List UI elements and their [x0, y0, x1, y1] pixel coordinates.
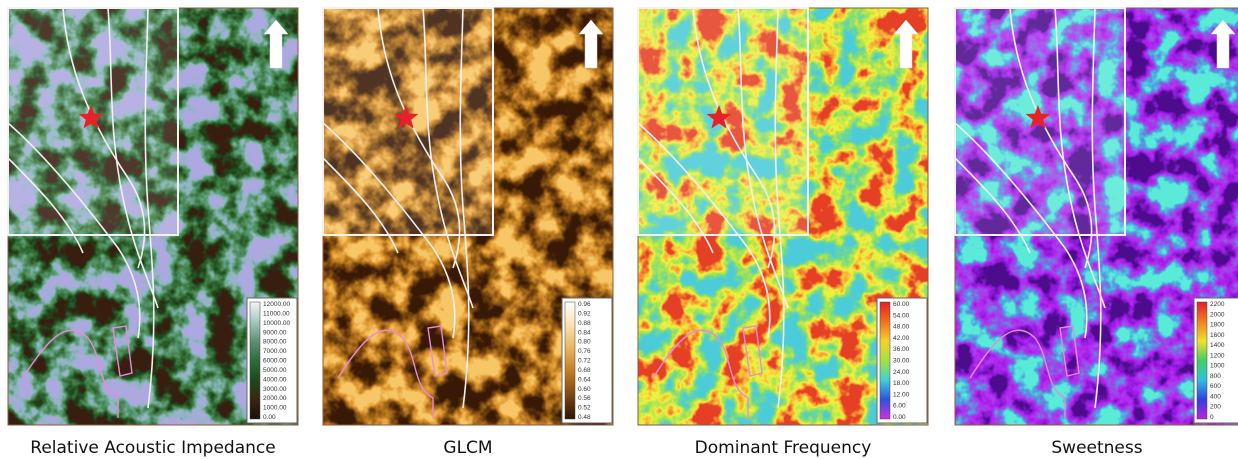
colorbar-label: 48.00	[893, 324, 910, 331]
colorbar-label: 0.00	[263, 414, 276, 421]
colorbar-label: 8000.00	[263, 339, 287, 346]
colorbar-label: 1200	[1210, 352, 1225, 359]
colorbar-label: 1600	[1210, 332, 1225, 339]
panel-caption: Dominant Frequency	[695, 438, 872, 458]
colorbar-label: 12000.00	[263, 301, 290, 308]
panel-caption: Relative Acoustic Impedance	[30, 438, 275, 458]
colorbar-label: 6000.00	[263, 358, 287, 365]
colorbar-label: 60.00	[893, 301, 910, 308]
colorbar-label: 0	[1210, 414, 1214, 421]
colorbar-label: 42.00	[893, 335, 910, 342]
colorbar-label: 4000.00	[263, 376, 287, 383]
colorbar-label: 0.00	[893, 414, 906, 421]
colorbar	[880, 302, 890, 419]
colorbar-label: 0.76	[578, 348, 591, 355]
colorbar-label: 0.64	[578, 376, 591, 383]
colorbar-label: 30.00	[893, 358, 910, 365]
colorbar-label: 7000.00	[263, 348, 287, 355]
colorbar-label: 3000.00	[263, 386, 287, 393]
colorbar	[250, 302, 260, 419]
colorbar-label: 0.92	[578, 310, 591, 317]
panel-caption: Sweetness	[1051, 438, 1142, 458]
colorbar-label: 0.80	[578, 339, 591, 346]
colorbar-label: 2000.00	[263, 395, 287, 402]
figure: 12000.0011000.0010000.009000.008000.0070…	[0, 0, 1238, 459]
colorbar-label: 0.56	[578, 395, 591, 402]
map-panel: 12000.00 11000.00 10000.00 9000.00 8000.00 70…	[8, 8, 298, 425]
map-panel: 0.96 0.92 0.88 0.84 0.80 0.76 0.72 0.68 0.64 0.60…	[323, 8, 613, 425]
map-panel: 2200200018001600140012001000800600400200…	[955, 8, 1238, 425]
colorbar-label: 18.00	[893, 380, 910, 387]
colorbar-label: 24.00	[893, 369, 910, 376]
panel-caption: GLCM	[443, 438, 492, 458]
colorbar-label: 0.72	[578, 358, 591, 365]
colorbar-label: 1800	[1210, 322, 1225, 329]
colorbar-label: 12.00	[893, 391, 910, 398]
colorbar-label: 1000.00	[263, 405, 287, 412]
map-panel: 60.00 54.00 48.00 42.00 36.00 30.00 24.00 18.00…	[638, 8, 928, 425]
colorbar-label: 2200	[1210, 301, 1225, 308]
colorbar	[565, 302, 575, 419]
colorbar-label: 0.68	[578, 367, 591, 374]
colorbar-label: 9000.00	[263, 329, 287, 336]
colorbar-label: 6.00	[893, 403, 906, 410]
colorbar	[1197, 302, 1207, 419]
colorbar-label: 5000.00	[263, 367, 287, 374]
colorbar-label: 54.00	[893, 312, 910, 319]
colorbar-label: 0.48	[578, 414, 591, 421]
colorbar-label: 2000	[1210, 311, 1225, 318]
colorbar-label: 0.88	[578, 320, 591, 327]
colorbar-label: 1400	[1210, 342, 1225, 349]
colorbar-label: 11000.00	[263, 310, 290, 317]
colorbar-label: 0.52	[578, 405, 591, 412]
colorbar-label: 0.84	[578, 329, 591, 336]
colorbar-label: 800	[1210, 373, 1221, 380]
colorbar-label: 200	[1210, 404, 1221, 411]
colorbar-label: 400	[1210, 393, 1221, 400]
colorbar-label: 1000	[1210, 363, 1225, 370]
colorbar-label: 600	[1210, 383, 1221, 390]
colorbar-label: 10000.00	[263, 320, 290, 327]
colorbar-label: 0.96	[578, 301, 591, 308]
colorbar-label: 36.00	[893, 346, 910, 353]
colorbar-label: 0.60	[578, 386, 591, 393]
